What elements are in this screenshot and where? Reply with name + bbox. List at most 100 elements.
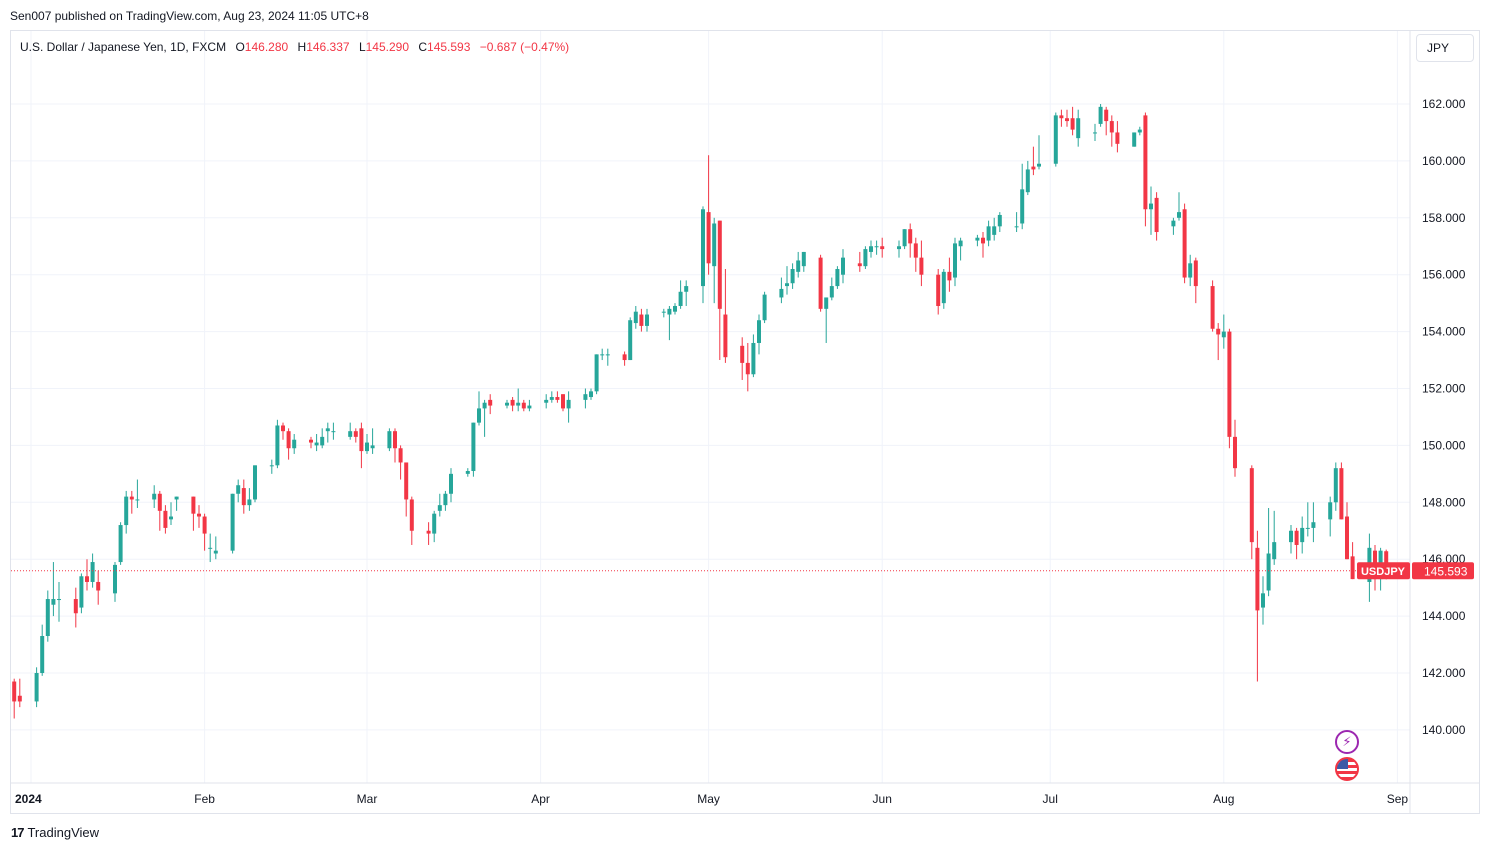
candle [359, 422, 364, 469]
candle-body [1233, 436, 1237, 469]
candle-body [505, 402, 509, 406]
candle-body [566, 399, 571, 409]
candle-body [393, 431, 397, 449]
legend-high-value: 146.337 [306, 40, 350, 54]
candle [1020, 163, 1025, 230]
candle-body [667, 308, 672, 315]
candles [12, 104, 1389, 719]
candle [947, 257, 952, 292]
candle-body [913, 243, 918, 258]
candle-body [740, 345, 745, 363]
candle-body [981, 237, 985, 244]
candle [1350, 542, 1355, 580]
x-tick-label: Sep [1387, 792, 1409, 806]
candle [1261, 576, 1265, 625]
candle-body [213, 550, 218, 554]
candle-body [174, 496, 179, 500]
y-tick-label: 142.000 [1422, 666, 1466, 680]
candle [701, 206, 705, 304]
candle-body [1261, 593, 1265, 608]
candle [975, 234, 980, 247]
candle-body [1014, 226, 1019, 228]
candle [785, 266, 789, 295]
candle-body [645, 314, 649, 326]
y-tick-label: 140.000 [1422, 723, 1466, 737]
candle [712, 217, 717, 304]
candle [477, 391, 481, 426]
candle-body [465, 471, 470, 474]
candle-body [673, 305, 677, 312]
candle-body [605, 354, 610, 356]
candle [96, 570, 101, 605]
candle [863, 246, 868, 270]
candle [1249, 465, 1254, 560]
candle-body [1154, 197, 1159, 233]
candle [1014, 212, 1019, 233]
candle-body [594, 354, 599, 392]
candle-body [1070, 118, 1075, 130]
candle-body [622, 354, 627, 361]
candle [544, 394, 549, 409]
x-tick-label: 2024 [15, 792, 42, 806]
candle [309, 436, 313, 449]
price-axis: 140.000142.000144.000146.000148.000150.0… [1409, 31, 1466, 813]
candle-body [191, 496, 196, 514]
us-flag-icon[interactable] [1335, 757, 1359, 781]
candle-body [73, 599, 78, 614]
candle-body [874, 246, 879, 248]
candle [275, 419, 280, 469]
candle [1210, 280, 1215, 332]
candle [113, 562, 117, 602]
candle [908, 223, 913, 258]
candle-body [1339, 468, 1344, 520]
symbol-tag-text: USDJPY [1361, 566, 1406, 578]
candle-body [992, 226, 997, 235]
candle [829, 277, 834, 301]
candle-body [751, 342, 756, 375]
candle [1149, 186, 1153, 235]
tradingview-logo[interactable]: 17 TradingView [11, 825, 99, 840]
candle [645, 308, 649, 332]
legend-open-label: O [235, 40, 245, 54]
candle-body [57, 599, 61, 601]
bolt-icon[interactable]: ⚡ [1335, 730, 1359, 754]
candle-body [516, 402, 521, 406]
tradingview-logo-icon: 17 [11, 825, 25, 840]
candle-body [40, 636, 45, 673]
candle-body [633, 311, 638, 324]
currency-button[interactable]: JPY [1416, 34, 1474, 62]
candle [1070, 106, 1075, 136]
candle [135, 479, 140, 508]
candle [622, 351, 627, 366]
candle [1227, 328, 1232, 449]
candle-body [113, 564, 117, 594]
candle-body [1193, 260, 1198, 287]
candle-body [488, 399, 493, 406]
candle-body [1053, 115, 1058, 164]
candle [857, 251, 862, 272]
x-tick-label: Aug [1213, 792, 1234, 806]
candle [443, 490, 448, 511]
candle-body [325, 428, 330, 432]
y-tick-label: 158.000 [1422, 211, 1466, 225]
ohlc-legend: U.S. Dollar / Japanese Yen, 1D, FXCM O14… [20, 40, 569, 54]
candle-body [236, 485, 241, 494]
candle [1093, 123, 1097, 141]
candle-body [1210, 286, 1215, 329]
candle-body [152, 493, 157, 500]
candle-body [1182, 209, 1187, 278]
price-tag-text: 145.593 [1424, 564, 1468, 578]
candle [1104, 106, 1109, 136]
candle-body [869, 246, 873, 252]
candle-body [975, 237, 980, 241]
candle-body [1171, 220, 1176, 227]
candle-body [1305, 527, 1310, 529]
candle [549, 391, 554, 403]
candle [936, 269, 941, 315]
candle [320, 428, 325, 449]
candle-body [1272, 542, 1277, 560]
candle [426, 522, 431, 545]
candle [740, 337, 745, 380]
candle-body [1132, 132, 1137, 147]
